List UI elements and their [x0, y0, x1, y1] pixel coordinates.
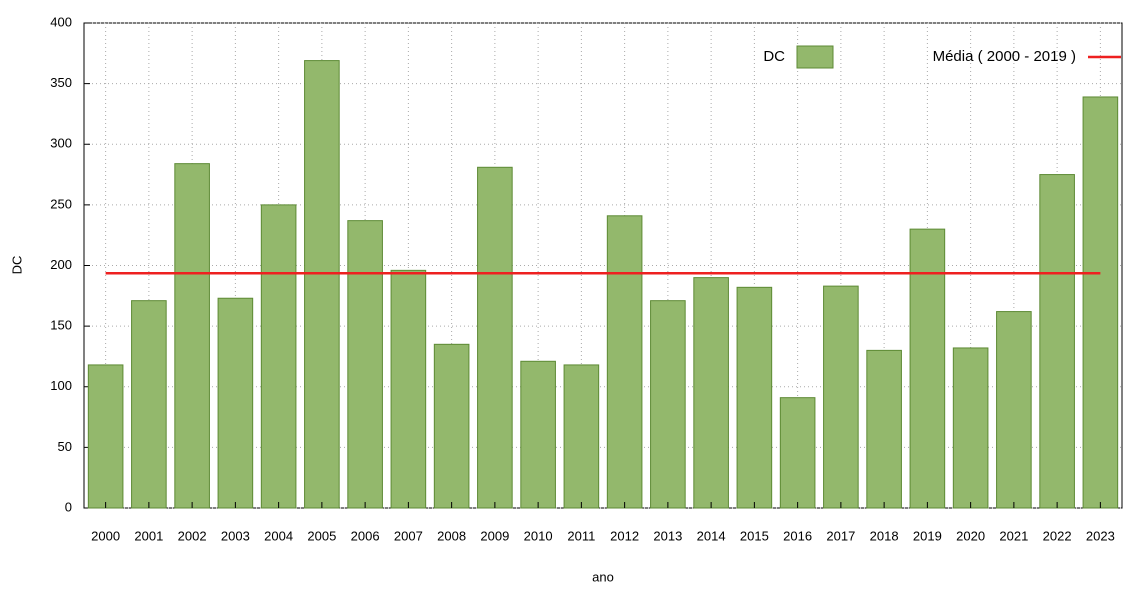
bar: [563, 364, 600, 509]
bar: [606, 215, 643, 509]
bar: [260, 204, 297, 509]
x-tick-label: 2020: [956, 528, 985, 543]
bar: [736, 286, 773, 509]
bar: [823, 285, 859, 509]
bar: [174, 163, 210, 509]
bar: [909, 228, 946, 509]
bar: [1082, 96, 1119, 509]
x-tick-label: 2012: [610, 528, 639, 543]
x-tick-label: 2009: [480, 528, 509, 543]
y-axis-label: DC: [9, 256, 24, 275]
x-tick-label: 2018: [870, 528, 899, 543]
bar: [87, 364, 124, 509]
bar: [131, 300, 167, 509]
y-tick-label: 350: [50, 75, 72, 90]
x-tick-label: 2022: [1043, 528, 1072, 543]
bar: [693, 277, 729, 509]
bar: [217, 297, 254, 509]
bar: [650, 300, 686, 509]
bar: [477, 166, 513, 509]
x-tick-label: 2002: [178, 528, 207, 543]
x-tick-label: 2013: [653, 528, 682, 543]
x-tick-label: 2007: [394, 528, 423, 543]
x-tick-label: 2001: [134, 528, 163, 543]
bar: [779, 397, 816, 509]
y-tick-label: 100: [50, 378, 72, 393]
x-tick-label: 2008: [437, 528, 466, 543]
y-tick-label: 250: [50, 196, 72, 211]
x-tick-label: 2015: [740, 528, 769, 543]
x-tick-label: 2011: [567, 528, 595, 543]
x-tick-label: 2021: [999, 528, 1028, 543]
bar: [520, 360, 556, 509]
y-tick-label: 0: [65, 499, 72, 514]
legend-label: DC: [763, 48, 785, 65]
x-tick-label: 2004: [264, 528, 293, 543]
x-tick-label: 2023: [1086, 528, 1115, 543]
x-tick-label: 2016: [783, 528, 812, 543]
legend-label: Média ( 2000 - 2019 ): [933, 48, 1076, 65]
x-tick-label: 2014: [697, 528, 726, 543]
bar: [347, 220, 383, 509]
y-tick-label: 150: [50, 318, 72, 333]
x-tick-label: 2005: [307, 528, 336, 543]
x-tick-label: 2000: [91, 528, 120, 543]
bar: [952, 347, 989, 509]
x-tick-label: 2010: [524, 528, 553, 543]
x-axis-label: ano: [592, 569, 614, 584]
bar: [1039, 174, 1075, 509]
x-tick-label: 2019: [913, 528, 942, 543]
x-tick-label: 2003: [221, 528, 250, 543]
x-tick-label: 2017: [826, 528, 855, 543]
y-tick-label: 200: [50, 257, 72, 272]
bar: [304, 60, 340, 509]
x-tick-label: 2006: [351, 528, 380, 543]
bar: [996, 311, 1032, 509]
legend-swatch: [796, 45, 834, 69]
y-tick-label: 400: [50, 14, 72, 29]
y-tick-label: 300: [50, 136, 72, 151]
bar: [866, 349, 902, 509]
bar: [433, 343, 470, 509]
y-tick-label: 50: [58, 439, 72, 454]
bar: [390, 269, 427, 509]
